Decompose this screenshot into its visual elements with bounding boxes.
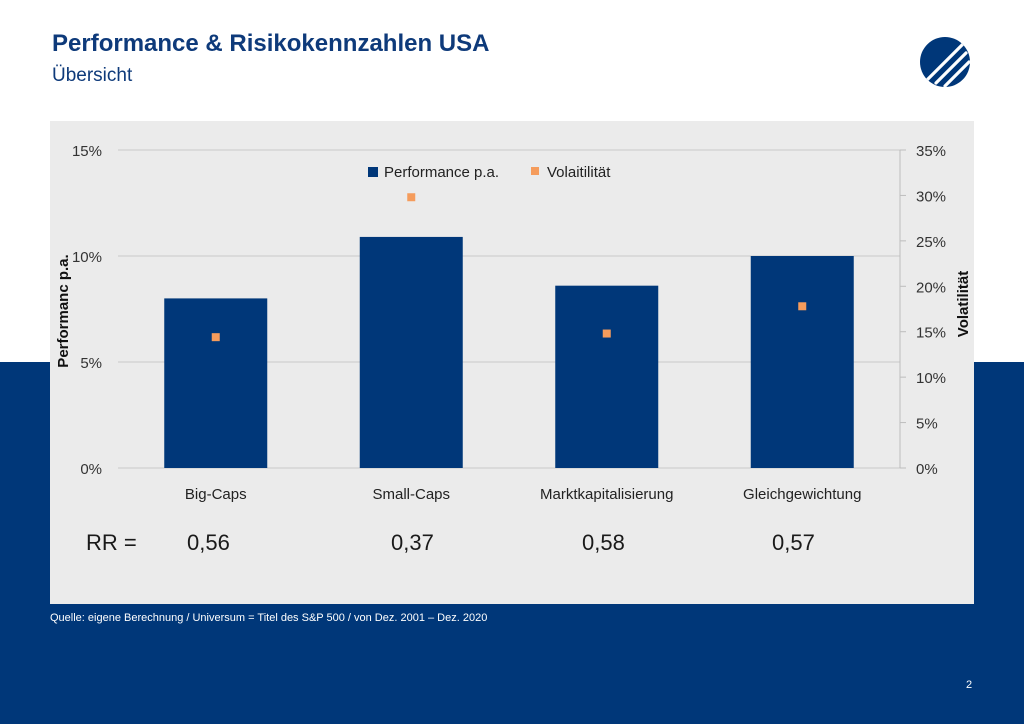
y2-tick-label: 10% [916,370,946,387]
bar-3 [750,256,854,468]
legend-swatch-volatility [531,167,539,175]
page-title: Performance & Risikokennzahlen USA [52,30,490,57]
y2-tick-label: 5% [916,416,938,433]
x-tick-label: Big-Caps [185,486,247,503]
chart-svg: 0% 5% 10% 15% 0% 5% 10% 15% 20% 25% 30% 35% Big-Caps… [55,143,972,503]
rr-value-big-caps: 0,56 [187,530,230,555]
volatility-marker-3 [798,302,807,311]
y-tick-label: 5% [80,355,102,372]
company-logo [920,37,970,87]
y2-tick-label: 0% [916,461,938,478]
bar-0 [164,298,268,468]
rr-value-marktkapitalisierung: 0,58 [582,530,625,555]
x-tick-label: Small-Caps [372,486,450,503]
y2-tick-label: 35% [916,143,946,160]
y2-axis-title: Volatilität [955,271,972,337]
volatility-marker-2 [602,329,611,338]
bar-1 [359,236,463,468]
chart-panel: 0% 5% 10% 15% 0% 5% 10% 15% 20% 25% 30% 35% Big-Caps… [50,121,974,604]
y2-tick-label: 20% [916,279,946,296]
page-subtitle: Übersicht [52,65,133,86]
legend-swatch-performance [368,167,378,177]
source-note: Quelle: eigene Berechnung / Universum = … [50,612,488,624]
legend-label-performance: Performance p.a. [384,164,499,181]
y-tick-label: 0% [80,461,102,478]
y-tick-label: 15% [72,143,102,160]
y2-tick-label: 15% [916,325,946,342]
y-axis-title: Performanc p.a. [55,254,72,367]
rr-value-gleichgewichtung: 0,57 [772,530,815,555]
rr-value-small-caps: 0,37 [391,530,434,555]
y2-tick-label: 30% [916,188,946,205]
y-tick-label: 10% [72,249,102,266]
bar-2 [555,285,659,468]
page-number: 2 [966,679,973,691]
x-tick-label: Marktkapitalisierung [540,486,673,503]
volatility-marker-0 [211,333,220,342]
rr-label: RR = [86,530,137,555]
x-tick-label: Gleichgewichtung [743,486,861,503]
y2-tick-label: 25% [916,234,946,251]
volatility-marker-1 [407,193,416,202]
legend-label-volatility: Volaitilität [547,164,611,181]
